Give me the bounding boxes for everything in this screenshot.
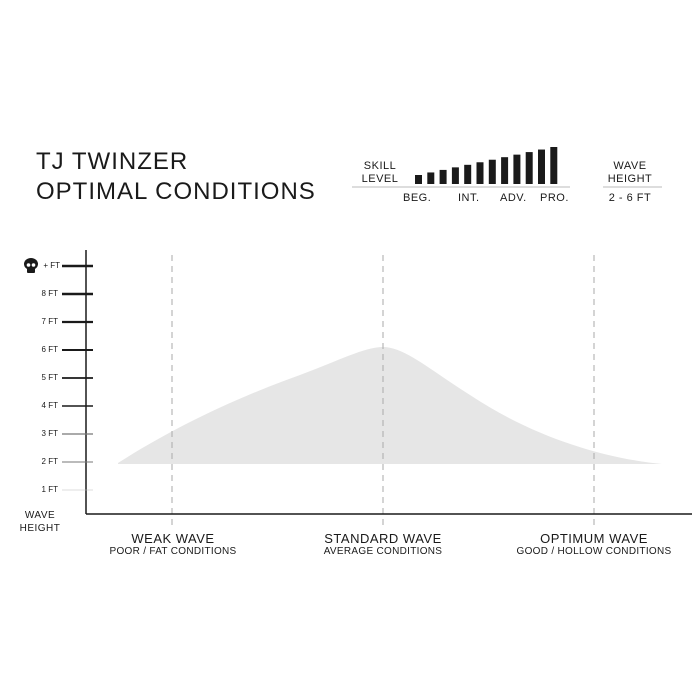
skill-label: SKILL LEVEL xyxy=(358,160,402,186)
skill-bar xyxy=(488,159,496,184)
y-tick-label: 6 FT xyxy=(41,345,58,354)
wave-height-label-2: HEIGHT xyxy=(607,173,653,185)
skill-bar xyxy=(476,162,484,184)
skill-level-adv: ADV. xyxy=(500,192,527,204)
skill-bar xyxy=(513,154,521,184)
y-tick-label: 1 FT xyxy=(41,485,58,494)
skill-bar xyxy=(439,169,447,184)
y-tick-label: 7 FT xyxy=(41,317,58,326)
skill-level-beg: BEG. xyxy=(403,192,432,204)
wave-height-value: 2 - 6 FT xyxy=(608,192,652,204)
y-axis-label: WAVE HEIGHT xyxy=(18,509,62,535)
board-title: TJ TWINZER xyxy=(36,148,189,175)
skill-label-2: LEVEL xyxy=(361,173,399,185)
wave-height-label: WAVE HEIGHT xyxy=(600,160,660,186)
category-optimum-desc: GOOD / HOLLOW CONDITIONS xyxy=(516,546,672,557)
category-standard-desc: AVERAGE CONDITIONS xyxy=(323,546,443,557)
category-weak: WEAK WAVE xyxy=(131,531,215,546)
skill-bar xyxy=(550,147,558,184)
skull-icon xyxy=(24,258,38,273)
skill-bar xyxy=(525,152,533,184)
y-tick-label: 5 FT xyxy=(41,373,58,382)
y-tick-label: 8 FT xyxy=(41,289,58,298)
category-standard: STANDARD WAVE xyxy=(324,531,442,546)
y-tick-label: + FT xyxy=(43,261,60,270)
skill-level-pro: PRO. xyxy=(540,192,569,204)
skill-bar xyxy=(427,172,435,184)
y-tick-label: 2 FT xyxy=(41,457,58,466)
y-axis-label-2: HEIGHT xyxy=(19,523,61,534)
category-optimum: OPTIMUM WAVE xyxy=(540,531,648,546)
board-subtitle: OPTIMAL CONDITIONS xyxy=(36,178,316,205)
skill-bar xyxy=(538,149,545,184)
category-weak-desc: POOR / FAT CONDITIONS xyxy=(109,546,237,557)
y-tick-label: 3 FT xyxy=(41,429,58,438)
skill-bar xyxy=(501,157,509,184)
wave-height-label-1: WAVE xyxy=(613,160,647,172)
wave-area xyxy=(118,347,662,464)
skill-bar xyxy=(451,167,459,184)
skill-level-int: INT. xyxy=(458,192,480,204)
y-tick-label: 4 FT xyxy=(41,401,58,410)
skill-bar xyxy=(464,164,472,184)
skill-label-1: SKILL xyxy=(363,160,397,172)
y-axis-label-1: WAVE xyxy=(24,510,56,521)
skill-bar xyxy=(415,175,422,184)
